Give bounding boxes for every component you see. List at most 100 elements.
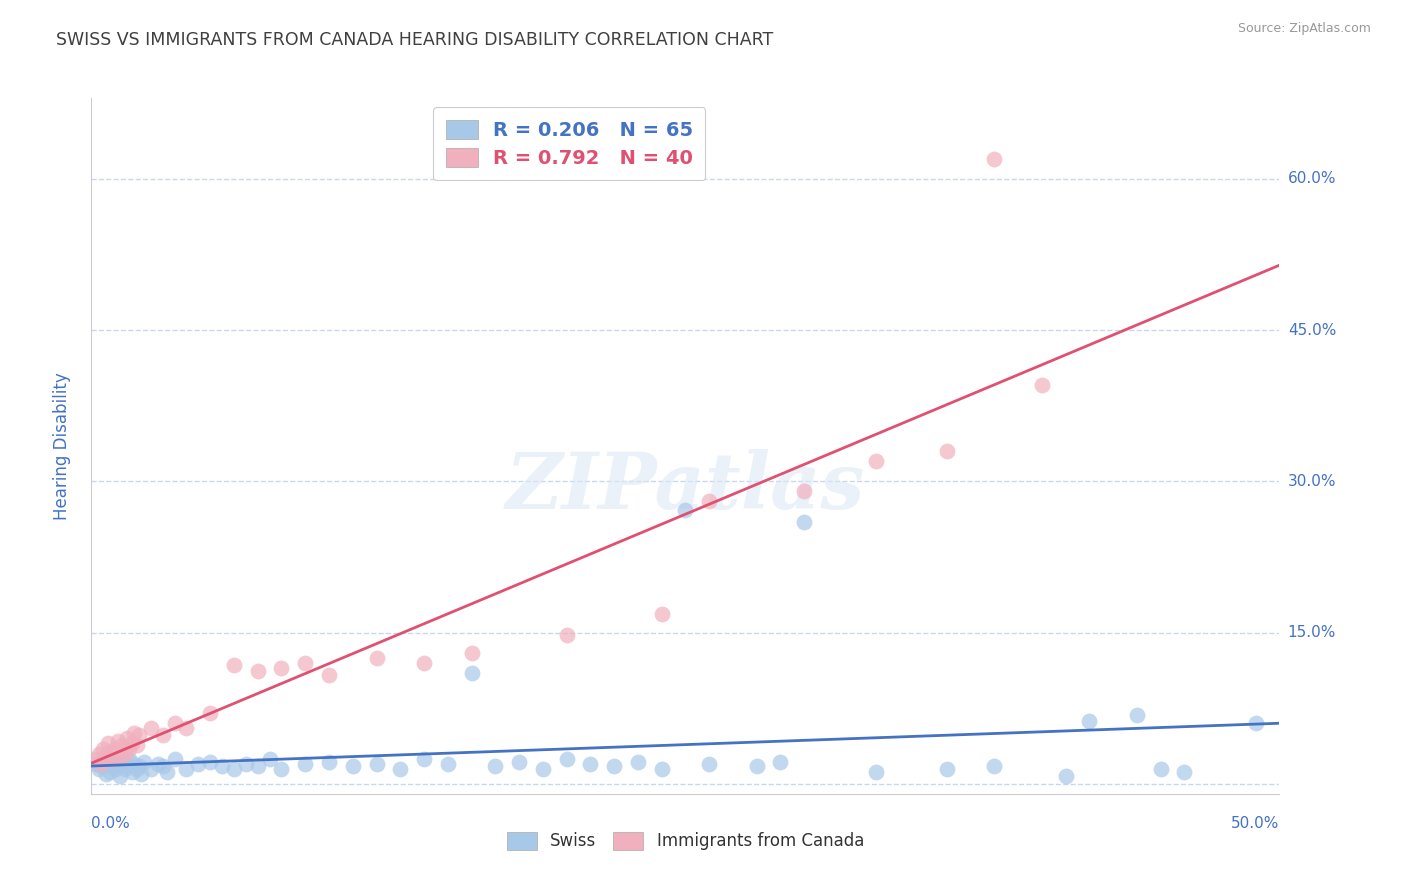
Y-axis label: Hearing Disability: Hearing Disability xyxy=(52,372,70,520)
Point xyxy=(235,756,257,771)
Text: ZIPatlas: ZIPatlas xyxy=(506,450,865,526)
Point xyxy=(651,762,673,776)
Point xyxy=(122,726,145,740)
Point xyxy=(769,755,792,769)
Point xyxy=(101,758,124,772)
Point xyxy=(97,736,120,750)
Point xyxy=(1054,769,1077,783)
Point xyxy=(270,661,292,675)
Point xyxy=(90,756,112,771)
Point xyxy=(983,758,1005,772)
Text: 50.0%: 50.0% xyxy=(1232,816,1279,831)
Point xyxy=(436,756,458,771)
Point xyxy=(294,656,316,670)
Point xyxy=(94,766,117,780)
Point xyxy=(697,756,720,771)
Point xyxy=(366,756,388,771)
Point xyxy=(413,751,436,765)
Point xyxy=(100,764,122,779)
Point xyxy=(1173,764,1195,779)
Point xyxy=(90,758,112,772)
Point xyxy=(146,756,169,771)
Point xyxy=(115,758,138,772)
Point xyxy=(176,762,198,776)
Point xyxy=(115,731,138,746)
Point xyxy=(108,769,131,783)
Point xyxy=(87,747,110,761)
Point xyxy=(211,758,233,772)
Text: Source: ZipAtlas.com: Source: ZipAtlas.com xyxy=(1237,22,1371,36)
Point xyxy=(163,716,186,731)
Point xyxy=(100,745,122,759)
Point xyxy=(108,748,131,763)
Point xyxy=(122,756,145,771)
Point xyxy=(107,756,129,771)
Point xyxy=(555,751,578,765)
Point xyxy=(176,722,198,736)
Point xyxy=(104,741,127,756)
Point xyxy=(187,756,209,771)
Point xyxy=(1244,716,1267,731)
Point xyxy=(413,656,436,670)
Point xyxy=(366,650,388,665)
Point xyxy=(94,748,117,763)
Legend: Swiss, Immigrants from Canada: Swiss, Immigrants from Canada xyxy=(499,823,872,859)
Point xyxy=(114,747,136,761)
Point xyxy=(603,758,626,772)
Point xyxy=(389,762,412,776)
Point xyxy=(97,751,120,765)
Text: SWISS VS IMMIGRANTS FROM CANADA HEARING DISABILITY CORRELATION CHART: SWISS VS IMMIGRANTS FROM CANADA HEARING … xyxy=(56,31,773,49)
Point xyxy=(673,502,696,516)
Point xyxy=(531,762,554,776)
Point xyxy=(84,751,107,765)
Point xyxy=(342,758,364,772)
Point xyxy=(651,607,673,622)
Point xyxy=(318,755,340,769)
Point xyxy=(246,758,269,772)
Point xyxy=(163,751,186,765)
Point xyxy=(104,762,127,776)
Point xyxy=(460,665,482,680)
Point xyxy=(139,722,162,736)
Point xyxy=(1031,378,1053,392)
Point xyxy=(1126,708,1149,723)
Point xyxy=(259,751,281,765)
Point xyxy=(125,739,148,753)
Point xyxy=(222,657,245,672)
Point xyxy=(983,152,1005,166)
Point xyxy=(118,751,141,765)
Point xyxy=(128,728,150,742)
Point xyxy=(294,756,316,771)
Point xyxy=(121,764,143,779)
Text: 60.0%: 60.0% xyxy=(1288,171,1336,186)
Point xyxy=(697,494,720,508)
Text: 30.0%: 30.0% xyxy=(1288,474,1336,489)
Point xyxy=(132,755,155,769)
Point xyxy=(152,758,174,772)
Point xyxy=(460,646,482,660)
Text: 45.0%: 45.0% xyxy=(1288,323,1336,337)
Point xyxy=(118,741,141,756)
Point xyxy=(793,515,815,529)
Point xyxy=(508,755,530,769)
Point xyxy=(1078,714,1101,729)
Point xyxy=(484,758,506,772)
Point xyxy=(91,741,114,756)
Point xyxy=(246,664,269,678)
Point xyxy=(84,756,107,771)
Point xyxy=(222,762,245,776)
Point xyxy=(111,755,134,769)
Point xyxy=(91,755,114,769)
Point xyxy=(627,755,650,769)
Point xyxy=(935,444,957,458)
Point xyxy=(200,755,222,769)
Point xyxy=(101,751,124,765)
Point xyxy=(270,762,292,776)
Point xyxy=(87,762,110,776)
Point xyxy=(107,734,129,748)
Point xyxy=(865,764,887,779)
Point xyxy=(793,484,815,499)
Text: 15.0%: 15.0% xyxy=(1288,625,1336,640)
Point xyxy=(125,762,148,776)
Point xyxy=(579,756,602,771)
